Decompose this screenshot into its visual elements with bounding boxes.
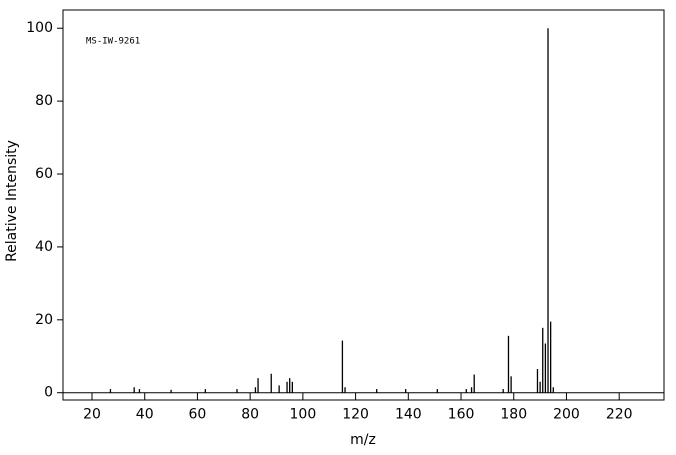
y-axis-label: Relative Intensity: [4, 140, 20, 262]
x-tick-label: 140: [395, 407, 422, 423]
y-tick-label: 0: [44, 385, 53, 401]
x-tick-label: 40: [136, 407, 154, 423]
x-tick-label: 200: [553, 407, 580, 423]
y-tick-label: 40: [35, 239, 53, 255]
x-tick-label: 100: [290, 407, 317, 423]
x-tick-label: 180: [500, 407, 527, 423]
x-tick-label: 60: [189, 407, 207, 423]
annotation: MS-IW-9261: [86, 37, 140, 47]
y-tick-label: 80: [35, 93, 53, 109]
x-tick-label: 120: [342, 407, 369, 423]
plot-frame: [62, 9, 665, 401]
y-tick-label: 20: [35, 312, 53, 328]
x-tick-label: 160: [448, 407, 475, 423]
x-tick-label: 220: [606, 407, 633, 423]
x-tick-label: 80: [241, 407, 259, 423]
x-tick-label: 20: [83, 407, 101, 423]
y-tick-label: 100: [26, 20, 53, 36]
x-axis-label: m/z: [350, 432, 376, 448]
y-tick-label: 60: [35, 166, 53, 182]
